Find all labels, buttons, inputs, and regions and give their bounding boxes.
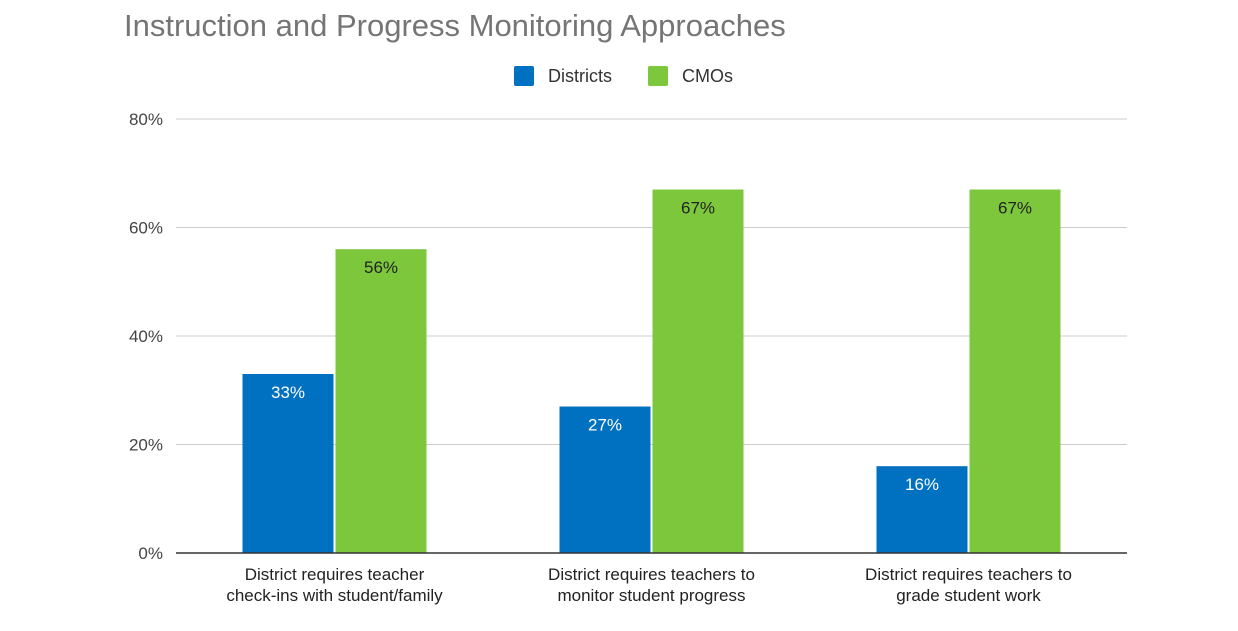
legend-label: CMOs <box>682 66 733 86</box>
bar <box>876 466 968 553</box>
legend-swatch <box>648 66 668 86</box>
bar-data-label: 16% <box>905 475 939 494</box>
y-tick-label: 60% <box>129 219 163 238</box>
x-tick-label: District requires teachers to <box>865 565 1072 584</box>
gridlines <box>176 118 1127 445</box>
y-tick-label: 0% <box>138 544 163 563</box>
bar-data-label: 67% <box>681 199 715 218</box>
y-tick-label: 40% <box>129 327 163 346</box>
bar <box>969 189 1061 553</box>
bar-data-label: 33% <box>271 383 305 402</box>
bar <box>652 189 744 553</box>
y-tick-label: 20% <box>129 436 163 455</box>
chart-title: Instruction and Progress Monitoring Appr… <box>124 8 786 43</box>
x-tick-label: monitor student progress <box>557 586 745 605</box>
bar <box>335 249 427 553</box>
bar <box>559 406 651 553</box>
x-tick-label: check-ins with student/family <box>226 586 443 605</box>
bars: 33% 56% 27% 67% 16% 67% <box>242 189 1061 553</box>
bar-data-label: 27% <box>588 416 622 435</box>
legend-swatch <box>514 66 534 86</box>
x-tick-label: grade student work <box>896 586 1041 605</box>
y-axis-ticks: 0% 20% 40% 60% 80% <box>129 110 163 563</box>
legend-label: Districts <box>548 66 612 86</box>
bar <box>242 373 334 553</box>
bar-data-label: 56% <box>364 258 398 277</box>
legend: Districts CMOs <box>514 66 733 86</box>
bar-data-label: 67% <box>998 199 1032 218</box>
x-tick-label: District requires teacher <box>245 565 425 584</box>
x-tick-label: District requires teachers to <box>548 565 755 584</box>
y-tick-label: 80% <box>129 110 163 129</box>
x-axis-tick-labels: District requires teacher check-ins with … <box>226 565 1072 605</box>
